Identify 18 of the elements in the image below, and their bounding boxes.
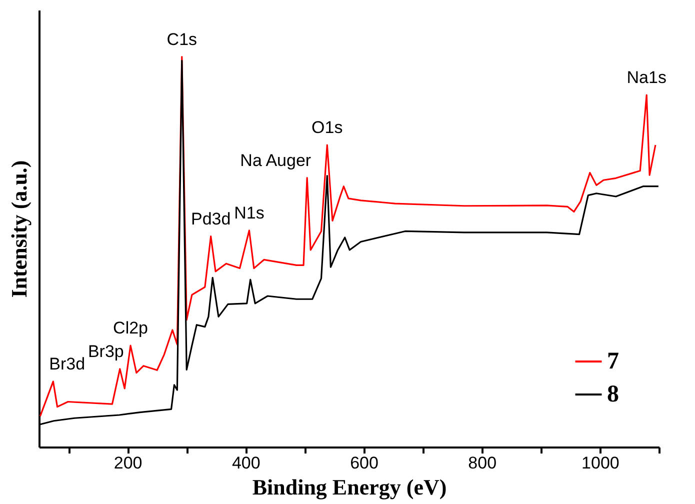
- x-tick-label: 200: [114, 454, 142, 472]
- annotation: Br3p: [88, 342, 124, 361]
- annotation: Cl2p: [113, 318, 148, 338]
- legend-label: 8: [607, 382, 619, 408]
- annotation: Pd3d: [190, 209, 231, 228]
- annotation: Na1s: [626, 68, 666, 88]
- y-axis-title: Intensity (a.u.): [6, 160, 32, 298]
- x-axis-title: Binding Energy (eV): [252, 474, 447, 500]
- x-tick-label: 800: [468, 454, 497, 472]
- legend-label: 7: [607, 348, 619, 374]
- annotation: C1s: [166, 30, 198, 49]
- x-tick-label: 400: [232, 454, 260, 472]
- annotation: Na Auger: [240, 150, 312, 170]
- x-tick-label: 600: [350, 454, 378, 472]
- annotation: O1s: [312, 118, 343, 137]
- annotation: Br3d: [49, 354, 86, 374]
- x-tick-label: 1000: [582, 454, 620, 472]
- annotation: N1s: [234, 203, 264, 222]
